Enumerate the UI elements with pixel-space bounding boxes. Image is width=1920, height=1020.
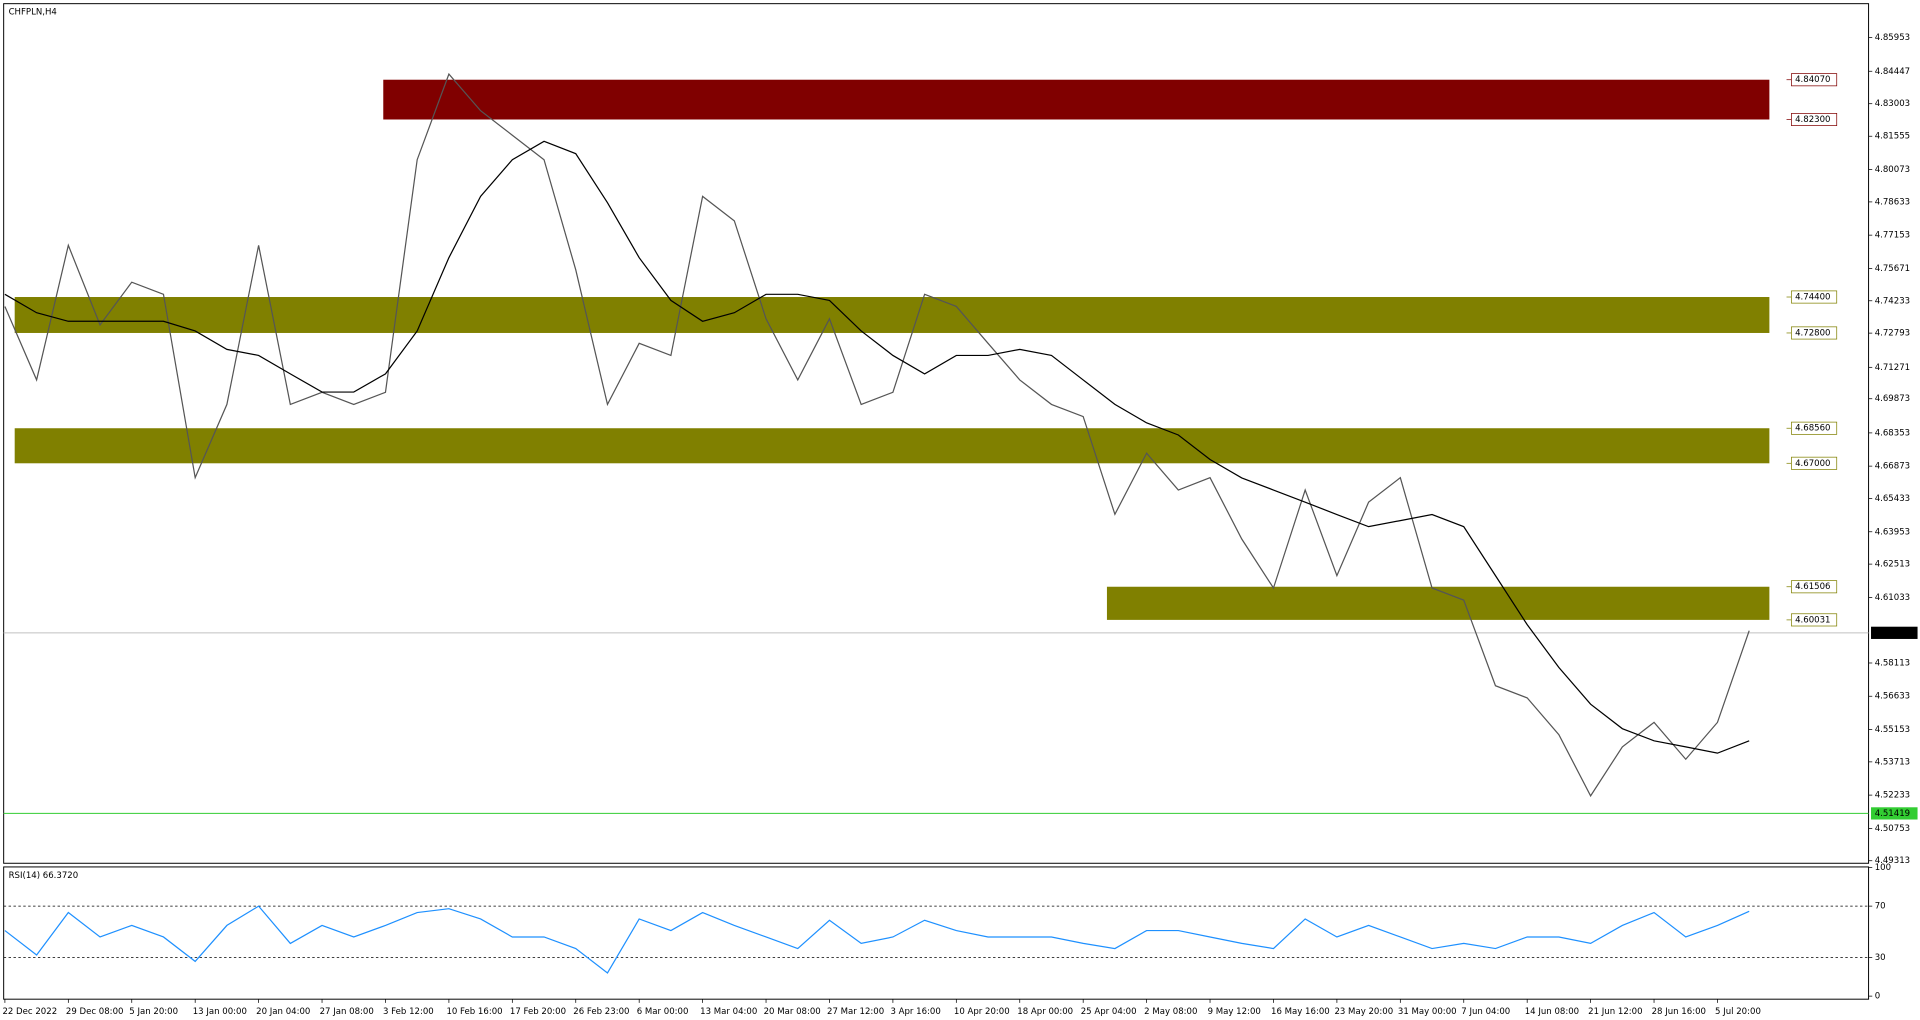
y-tick-label: 4.56633: [1875, 692, 1910, 702]
zone: [383, 79, 1770, 120]
moving-average: [4, 140, 1750, 754]
zone-label-box: [1791, 113, 1838, 126]
x-tick-label: 10 Apr 20:00: [954, 1007, 1010, 1017]
x-tick-label: 22 Dec 2022: [2, 1007, 57, 1017]
rsi-line: [4, 905, 1750, 974]
x-tick-label: 3 Apr 16:00: [890, 1007, 940, 1017]
y-tick-label: 4.61033: [1875, 593, 1910, 603]
zone-label-box: [1791, 290, 1838, 304]
x-tick-label: 13 Jan 00:00: [193, 1007, 247, 1017]
x-tick-label: 20 Jan 04:00: [256, 1007, 310, 1017]
y-tick-label: 4.85953: [1875, 33, 1910, 43]
zone-label-box: [1791, 73, 1838, 87]
price-panel: [3, 3, 1870, 864]
y-tick-label: 4.83003: [1875, 99, 1910, 109]
y-tick-label: 4.77153: [1875, 231, 1910, 241]
x-tick-label: 7 Jun 04:00: [1461, 1007, 1510, 1017]
zone-label: 4.61506: [1795, 582, 1830, 592]
y-tick-label: 4.53713: [1875, 757, 1910, 767]
zone-label-box: [1791, 580, 1838, 594]
x-tick-label: 21 Jun 12:00: [1588, 1007, 1642, 1017]
zone-label: 4.82300: [1795, 115, 1830, 125]
x-tick-label: 3 Feb 12:00: [383, 1007, 434, 1017]
price-line: [4, 72, 1750, 798]
x-tick-label: 23 May 20:00: [1334, 1007, 1393, 1017]
y-tick-label: 4.81555: [1875, 132, 1910, 142]
x-tick-label: 16 May 16:00: [1271, 1007, 1330, 1017]
zone-label-box: [1791, 456, 1838, 470]
zone-label: 4.68560: [1795, 424, 1830, 434]
zone-label: 4.74400: [1795, 293, 1830, 303]
x-tick-label: 6 Mar 00:00: [637, 1007, 689, 1017]
y-tick-label: 4.63953: [1875, 527, 1910, 537]
x-tick-label: 28 Jun 16:00: [1652, 1007, 1706, 1017]
x-tick-label: 26 Feb 23:00: [573, 1007, 629, 1017]
zone-label: 4.84070: [1795, 75, 1830, 85]
x-tick-label: 10 Feb 16:00: [446, 1007, 502, 1017]
zone-label-box: [1791, 326, 1838, 340]
x-tick-label: 29 Dec 08:00: [66, 1007, 124, 1017]
x-tick-label: 20 Mar 08:00: [764, 1007, 821, 1017]
x-tick-label: 9 May 12:00: [1208, 1007, 1261, 1017]
y-tick-label: 4.49313: [1875, 856, 1910, 866]
zone-label: 4.72800: [1795, 328, 1830, 338]
indicator-title: RSI(14) 66.3720: [9, 871, 79, 881]
indicator-panel: [3, 866, 1870, 1000]
y-tick-label: 4.84447: [1875, 67, 1910, 77]
zone-label: 4.67000: [1795, 459, 1830, 469]
x-tick-label: 17 Feb 20:00: [510, 1007, 566, 1017]
y-tick-label: 4.75671: [1875, 264, 1910, 274]
indicator-tick-label: 70: [1875, 902, 1886, 912]
indicator-tick-label: 30: [1875, 953, 1886, 963]
level-line-label: 4.51419: [1875, 809, 1910, 819]
zone-label-box: [1791, 421, 1838, 435]
x-tick-label: 18 Apr 00:00: [1017, 1007, 1073, 1017]
y-tick-label: 4.78633: [1875, 197, 1910, 207]
zone: [1106, 586, 1770, 620]
x-tick-label: 2 May 08:00: [1144, 1007, 1197, 1017]
y-tick-label: 4.62513: [1875, 560, 1910, 570]
y-tick-label: 4.58113: [1875, 658, 1910, 668]
x-tick-label: 5 Jan 20:00: [129, 1007, 178, 1017]
zone-label-box: [1791, 613, 1838, 627]
y-tick-label: 4.65433: [1875, 494, 1910, 504]
y-tick-label: 4.69873: [1875, 394, 1910, 404]
y-tick-label: 4.68353: [1875, 428, 1910, 438]
zone-label: 4.60031: [1795, 615, 1830, 625]
y-tick-label: 4.66873: [1875, 462, 1910, 472]
x-tick-label: 14 Jun 08:00: [1525, 1007, 1579, 1017]
x-tick-label: 27 Mar 12:00: [827, 1007, 884, 1017]
current-price-box: [1871, 626, 1918, 639]
indicator-tick-label: 0: [1875, 992, 1880, 1002]
current-price-label: 4.59455: [1875, 628, 1910, 638]
y-tick-label: 4.55153: [1875, 725, 1910, 735]
zone: [14, 428, 1770, 464]
y-tick-label: 4.72793: [1875, 329, 1910, 339]
x-tick-label: 13 Mar 04:00: [700, 1007, 757, 1017]
x-tick-label: 25 Apr 04:00: [1081, 1007, 1137, 1017]
x-tick-label: 27 Jan 08:00: [320, 1007, 374, 1017]
x-tick-label: 31 May 00:00: [1398, 1007, 1457, 1017]
y-tick-label: 4.50753: [1875, 824, 1910, 834]
zone: [14, 297, 1770, 333]
chart-title: CHFPLN,H4: [9, 8, 57, 18]
level-line-box: [1871, 807, 1918, 820]
y-tick-label: 4.52233: [1875, 791, 1910, 801]
y-tick-label: 4.80073: [1875, 165, 1910, 175]
y-tick-label: 4.71271: [1875, 363, 1910, 373]
indicator-tick-label: 100: [1875, 863, 1891, 873]
y-tick-label: 4.74233: [1875, 296, 1910, 306]
x-tick-label: 5 Jul 20:00: [1715, 1007, 1761, 1017]
